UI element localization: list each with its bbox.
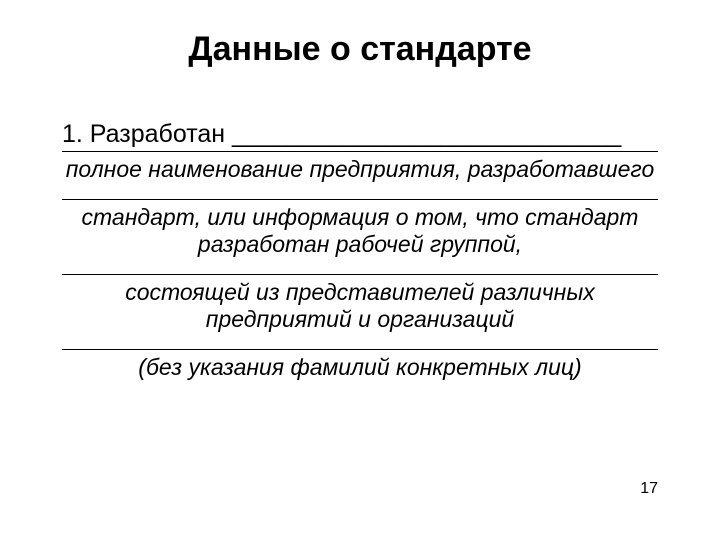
spacer — [62, 264, 658, 274]
slide-body: 1. Разработан __________________________… — [62, 120, 658, 388]
lead-line: 1. Разработан __________________________… — [62, 120, 658, 149]
blank-line-2 — [62, 199, 658, 200]
caption-1: полное наименование предприятия, разрабо… — [62, 156, 658, 183]
caption-2: стандарт, или информация о том, что стан… — [62, 204, 658, 258]
blank-line-3 — [62, 274, 658, 275]
page-number: 17 — [640, 480, 658, 498]
caption-4: (без указания фамилий конкретных лиц) — [62, 354, 658, 381]
blank-line-1 — [62, 151, 658, 152]
slide: Данные о стандарте 1. Разработан _______… — [0, 0, 720, 540]
caption-3: состоящей из представителей различных пр… — [62, 279, 658, 333]
blank-line-4 — [62, 349, 658, 350]
slide-title: Данные о стандарте — [0, 30, 720, 69]
spacer — [62, 189, 658, 199]
spacer — [62, 339, 658, 349]
